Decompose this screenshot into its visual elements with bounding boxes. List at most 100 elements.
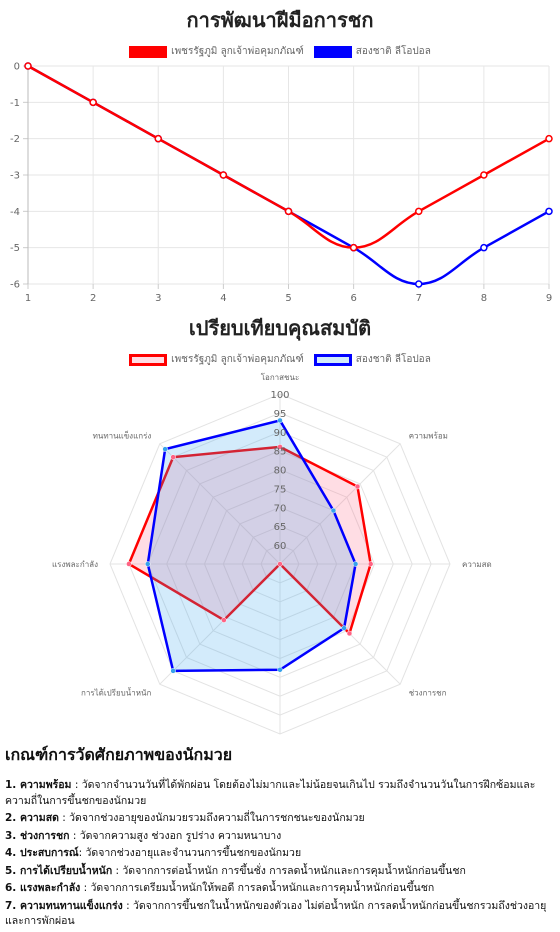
data-point-series-2: [545, 207, 553, 216]
radar-legend-item-series-2[interactable]: สองชาติ ลีโอปอล: [313, 352, 431, 367]
criteria-item-label: 2. ความสด: [5, 812, 59, 824]
y-tick-label: 0: [14, 62, 20, 73]
y-tick-label: -3: [10, 171, 20, 182]
criteria-item: 5. การได้เปรียบน้ำหนัก : วัดจากการต่อน้ำ…: [5, 864, 557, 880]
criteria-list: 1. ความพร้อม : วัดจากจำนวนวันที่ได้พักผ่…: [5, 778, 557, 930]
criteria-item: 3. ช่วงการชก : วัดจากความสูง ช่วงอก รูปร…: [5, 829, 557, 845]
x-tick-label: 5: [285, 293, 291, 304]
line-chart-legend: เพชรรัฐภูมิ ลูกเจ้าพ่อคุมกภัณฑ์ สองชาติ …: [0, 44, 560, 59]
radar-chart-legend: เพชรรัฐภูมิ ลูกเจ้าพ่อคุมกภัณฑ์ สองชาติ …: [0, 352, 560, 367]
x-tick-label: 7: [416, 293, 422, 304]
data-point-series-2: [415, 280, 423, 288]
x-tick-label: 4: [220, 293, 226, 304]
radar-point-series-1: [277, 444, 283, 450]
y-tick-label: -4: [10, 207, 20, 218]
criteria-item: 7. ความทนทานแข็งแกร่ง : วัดจากการขึ้นชกใ…: [5, 899, 557, 930]
criteria-item-text: : วัดจากการขึ้นชกในน้ำหนักของตัวเอง ไม่ต…: [5, 899, 547, 928]
data-point-series-2: [480, 243, 488, 252]
criteria-item-label: 4. ประสบการณ์: [5, 847, 79, 859]
criteria-item-text: : วัดจากช่วงอายุและจำนวนการขึ้นชกของนักม…: [78, 847, 302, 859]
legend-item-series-2[interactable]: สองชาติ ลีโอปอล: [313, 44, 431, 59]
radar-tick-label: 75: [274, 484, 287, 495]
data-point-series-1: [154, 134, 162, 143]
criteria-item-label: 3. ช่วงการชก: [5, 829, 70, 842]
radar-point-series-2: [341, 625, 347, 631]
criteria-item: 6. แรงพละกำลัง : วัดจากการเตรียมน้ำหนักใ…: [5, 881, 557, 897]
radar-category-label: ความพร้อม: [409, 431, 448, 440]
data-point-series-1: [349, 243, 358, 252]
radar-point-series-1: [277, 561, 283, 567]
radar-point-series-2: [277, 667, 283, 673]
radar-category-label: ความสด: [462, 560, 492, 569]
y-tick-label: -1: [10, 98, 20, 109]
data-point-series-1: [219, 171, 228, 179]
criteria-item: 1. ความพร้อม : วัดจากจำนวนวันที่ได้พักผ่…: [5, 778, 557, 809]
x-tick-label: 3: [155, 293, 161, 304]
data-point-series-1: [480, 171, 488, 179]
y-tick-label: -6: [10, 280, 20, 291]
criteria-section: เกณฑ์การวัดศักยภาพของนักมวย 1. ความพร้อม…: [5, 743, 557, 932]
radar-category-label: ทนทานแข็งแกร่ง: [93, 430, 152, 440]
radar-point-series-1: [346, 630, 353, 637]
radar-tick-label: 90: [274, 428, 287, 439]
radar-legend-swatch-series-1: [129, 353, 168, 366]
radar-point-series-2: [277, 417, 283, 424]
radar-point-series-1: [367, 561, 374, 567]
y-tick-label: -2: [10, 134, 20, 145]
legend-swatch-series-2: [313, 45, 352, 58]
data-point-series-1: [284, 207, 293, 216]
criteria-item: 4. ประสบการณ์: วัดจากช่วงอายุและจำนวนการ…: [5, 846, 557, 862]
data-point-series-1: [89, 98, 97, 107]
criteria-item: 2. ความสด : วัดจากช่วงอายุของนักมวยรวมถึ…: [5, 811, 557, 827]
data-point-series-1: [24, 62, 32, 70]
x-tick-label: 6: [350, 293, 356, 304]
x-tick-label: 9: [546, 293, 552, 304]
criteria-item-text: : วัดจากจำนวนวันที่ได้พักผ่อน โดยต้องไม่…: [5, 779, 536, 807]
criteria-item-text: : วัดจากการต่อน้ำหนัก การขึ้นชั่ง การลดน…: [112, 864, 466, 877]
radar-chart: 60 65 70 75 80 85 90 95 100 โอกาสชนะความพร้อมความ…: [52, 372, 492, 735]
line-chart: 0 -1 -2 -3 -4 -5 -6 1 2 3 4 5 6 7 8 9: [10, 62, 553, 304]
criteria-item-text: : วัดจากการเตรียมน้ำหนักให้พอดี การลดน้ำ…: [80, 882, 435, 894]
x-tick-label: 1: [25, 293, 31, 304]
line-chart-title: การพัฒนาฝีมือการชก: [186, 8, 374, 32]
criteria-item-label: 6. แรงพละกำลัง: [5, 882, 81, 894]
radar-category-label: โอกาสชนะ: [261, 372, 300, 382]
radar-point-series-2: [170, 668, 176, 674]
radar-spoke: [159, 443, 281, 565]
legend-item-series-1[interactable]: เพชรรัฐภูมิ ลูกเจ้าพ่อคุมกภัณฑ์: [129, 44, 304, 59]
radar-point-series-1: [126, 561, 132, 567]
y-tick-label: -5: [10, 243, 20, 254]
data-point-series-1: [545, 134, 553, 143]
radar-tick-label: 100: [270, 390, 289, 401]
radar-point-series-2: [352, 561, 359, 567]
criteria-item-label: 7. ความทนทานแข็งแกร่ง: [5, 899, 123, 912]
radar-legend-item-series-1[interactable]: เพชรรัฐภูมิ ลูกเจ้าพ่อคุมกภัณฑ์: [129, 352, 304, 367]
criteria-item-text: : วัดจากความสูง ช่วงอก รูปร่าง ความหนาบา…: [69, 829, 282, 842]
radar-tick-label: 80: [274, 466, 287, 477]
radar-point-series-1: [354, 483, 361, 490]
x-tick-label: 2: [90, 293, 96, 304]
radar-tick-label: 95: [274, 409, 287, 420]
radar-point-series-2: [330, 507, 337, 514]
criteria-heading: เกณฑ์การวัดศักยภาพของนักมวย: [5, 745, 233, 764]
legend-label-series-2: สองชาติ ลีโอปอล: [355, 46, 431, 57]
radar-tick-label: 70: [274, 503, 287, 514]
radar-point-series-2: [145, 561, 151, 567]
radar-legend-label-series-1: เพชรรัฐภูมิ ลูกเจ้าพ่อคุมกภัณฑ์: [171, 354, 304, 365]
data-point-series-1: [415, 207, 423, 216]
criteria-item-text: : วัดจากช่วงอายุของนักมวยรวมถึงความถี่ใน…: [58, 812, 365, 824]
radar-tick-label: 65: [274, 522, 287, 533]
radar-point-series-2: [162, 446, 168, 452]
radar-point-series-1: [170, 454, 176, 460]
radar-category-label: ช่วงการชก: [409, 689, 447, 698]
radar-legend-label-series-2: สองชาติ ลีโอปอล: [355, 354, 431, 365]
radar-spoke: [279, 443, 401, 565]
criteria-item-label: 5. การได้เปรียบน้ำหนัก: [5, 864, 113, 877]
legend-label-series-1: เพชรรัฐภูมิ ลูกเจ้าพ่อคุมกภัณฑ์: [171, 46, 304, 57]
radar-tick-label: 60: [274, 541, 287, 552]
radar-point-series-1: [221, 617, 227, 623]
x-tick-label: 8: [481, 293, 487, 304]
radar-tick-label: 85: [274, 447, 287, 458]
radar-chart-title: เปรียบเทียบคุณสมบัติ: [188, 316, 372, 340]
radar-category-label: แรงพละกำลัง: [52, 560, 98, 569]
